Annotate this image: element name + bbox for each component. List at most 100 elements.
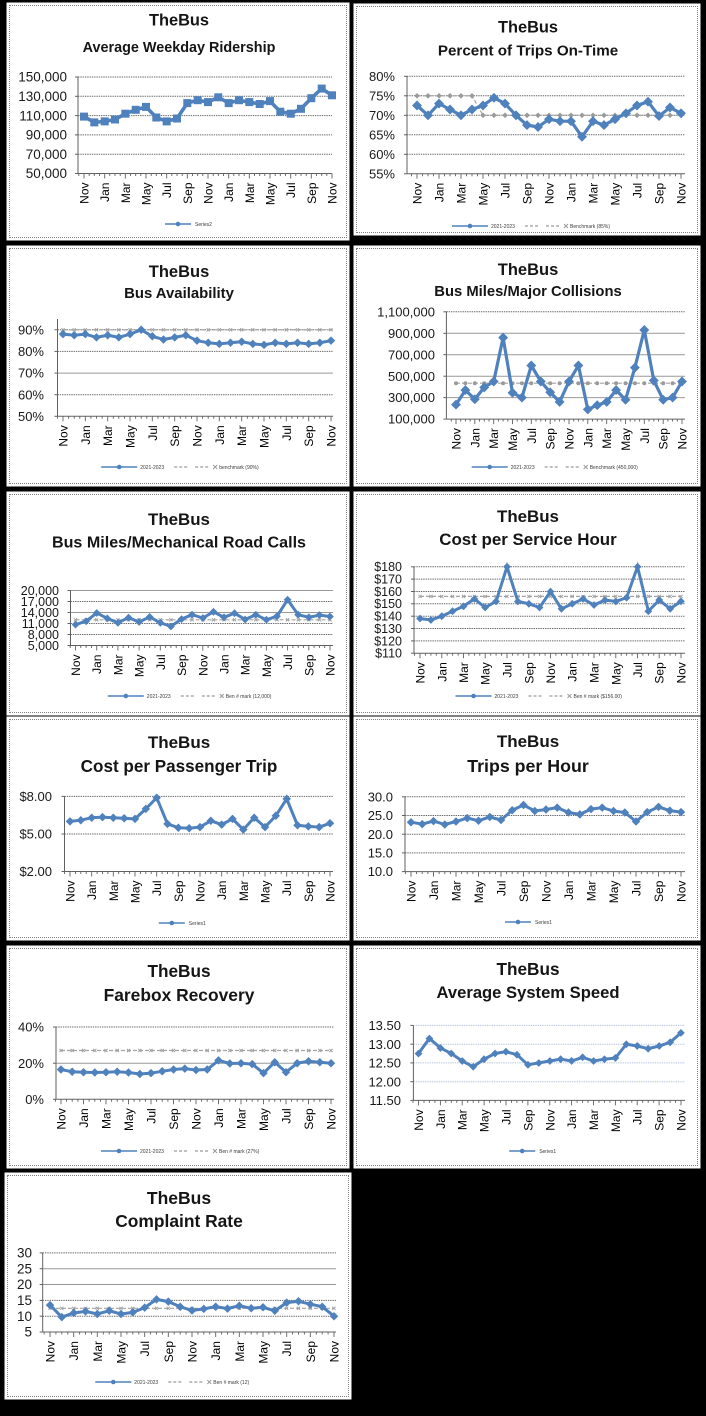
svg-text:2021-2023: 2021-2023 [511,465,535,471]
svg-text:$140: $140 [374,610,402,624]
svg-text:May: May [257,1108,271,1131]
svg-text:50,000: 50,000 [26,166,67,181]
svg-text:Sep: Sep [181,182,195,204]
svg-text:900,000: 900,000 [388,326,435,341]
svg-text:TheBus: TheBus [148,510,210,529]
svg-text:Jul: Jul [501,662,515,677]
svg-text:May: May [258,425,272,448]
svg-text:100,000: 100,000 [388,412,435,427]
svg-text:20.0: 20.0 [368,827,393,842]
svg-text:Nov: Nov [676,428,690,449]
svg-text:10: 10 [17,1309,32,1324]
svg-text:Jul: Jul [284,183,298,198]
svg-text:Mar: Mar [243,182,257,203]
svg-text:10.0: 10.0 [368,864,393,879]
svg-text:Series2: Series2 [195,222,212,228]
svg-text:May: May [479,662,493,685]
svg-text:TheBus: TheBus [497,732,559,751]
svg-text:Ben # mark (12,000): Ben # mark (12,000) [226,694,272,700]
svg-text:Jan: Jan [215,881,229,900]
svg-text:Nov: Nov [202,183,216,204]
svg-text:Benchmark (85%): Benchmark (85%) [570,224,610,230]
svg-text:Sep: Sep [304,1341,318,1363]
svg-text:Jan: Jan [565,183,579,202]
svg-text:benchmark (90%): benchmark (90%) [219,465,259,471]
svg-text:Jul: Jul [146,425,160,440]
svg-text:Nov: Nov [328,1341,342,1362]
svg-text:Ben # mark (12): Ben # mark (12) [213,1380,249,1386]
svg-text:Mar: Mar [585,881,599,902]
svg-text:May: May [124,425,138,448]
svg-text:60%: 60% [369,147,395,162]
svg-text:Jul: Jul [145,1108,159,1123]
svg-text:2021-2023: 2021-2023 [491,224,515,230]
svg-text:Jan: Jan [434,1109,448,1128]
svg-text:Sep: Sep [175,654,189,676]
svg-text:Average Weekday Ridership: Average Weekday Ridership [83,40,276,56]
svg-text:2021-2023: 2021-2023 [140,1149,164,1155]
svg-text:Nov: Nov [194,881,208,902]
svg-text:Sep: Sep [167,1108,181,1130]
svg-text:May: May [619,428,633,451]
svg-text:Mar: Mar [119,183,133,204]
svg-text:Nov: Nov [450,428,464,449]
svg-text:Sep: Sep [517,880,531,902]
svg-text:Mar: Mar [100,1108,114,1129]
svg-text:Percent of Trips On-Time: Percent of Trips On-Time [438,42,618,59]
svg-text:TheBus: TheBus [498,261,559,279]
svg-text:Jan: Jan [433,183,447,202]
svg-text:Jan: Jan [562,881,576,900]
svg-text:May: May [607,881,621,904]
svg-text:11,000: 11,000 [22,617,59,631]
svg-text:Nov: Nov [191,425,205,446]
svg-text:$160: $160 [374,585,402,599]
svg-text:60%: 60% [18,387,44,402]
svg-text:Jul: Jul [138,1341,152,1356]
svg-text:2021-2023: 2021-2023 [495,694,519,700]
svg-text:Sep: Sep [521,1109,535,1131]
svg-text:8,000: 8,000 [28,628,59,642]
svg-text:Jan: Jan [77,1108,91,1127]
svg-text:Nov: Nov [325,425,339,446]
svg-text:Jan: Jan [435,662,449,681]
svg-text:Jul: Jul [495,881,509,896]
svg-text:110,000: 110,000 [19,108,67,123]
svg-text:Nov: Nov [324,655,338,676]
svg-text:Mar: Mar [456,1109,470,1130]
svg-text:Mar: Mar [588,662,602,683]
svg-text:20%: 20% [18,1056,44,1071]
svg-text:Sep: Sep [544,428,558,450]
svg-text:Nov: Nov [543,1109,557,1130]
svg-text:May: May [259,881,273,904]
svg-text:13.00: 13.00 [368,1037,401,1052]
svg-text:May: May [260,655,274,678]
svg-text:Nov: Nov [675,183,689,204]
svg-text:Nov: Nov [196,655,210,676]
svg-text:Cost per Service Hour: Cost per Service Hour [439,530,617,549]
svg-text:90%: 90% [18,322,44,337]
svg-text:Series1: Series1 [189,921,206,927]
svg-text:May: May [477,183,491,206]
svg-text:$2.00: $2.00 [19,864,52,879]
svg-text:$5.00: $5.00 [19,827,52,842]
svg-text:Sep: Sep [302,880,316,902]
svg-text:Nov: Nov [44,1341,58,1362]
svg-text:Bus Availability: Bus Availability [124,286,234,302]
svg-text:Sep: Sep [168,425,182,447]
svg-text:Mar: Mar [101,425,115,446]
svg-text:80%: 80% [369,69,395,84]
svg-text:Nov: Nov [324,881,338,902]
svg-text:Jan: Jan [218,655,232,674]
svg-text:Sep: Sep [653,182,667,204]
svg-text:May: May [506,428,520,451]
svg-text:Jul: Jul [630,881,644,896]
svg-text:13.50: 13.50 [368,1018,401,1033]
svg-text:Ben # mark ($156.00): Ben # mark ($156.00) [574,694,623,700]
svg-text:Jul: Jul [154,655,168,670]
svg-text:30.0: 30.0 [368,789,393,804]
svg-text:Mar: Mar [450,881,464,902]
svg-text:Sep: Sep [653,1109,667,1131]
svg-text:12.00: 12.00 [368,1074,401,1089]
svg-text:May: May [115,1341,129,1364]
svg-text:Nov: Nov [405,881,419,902]
